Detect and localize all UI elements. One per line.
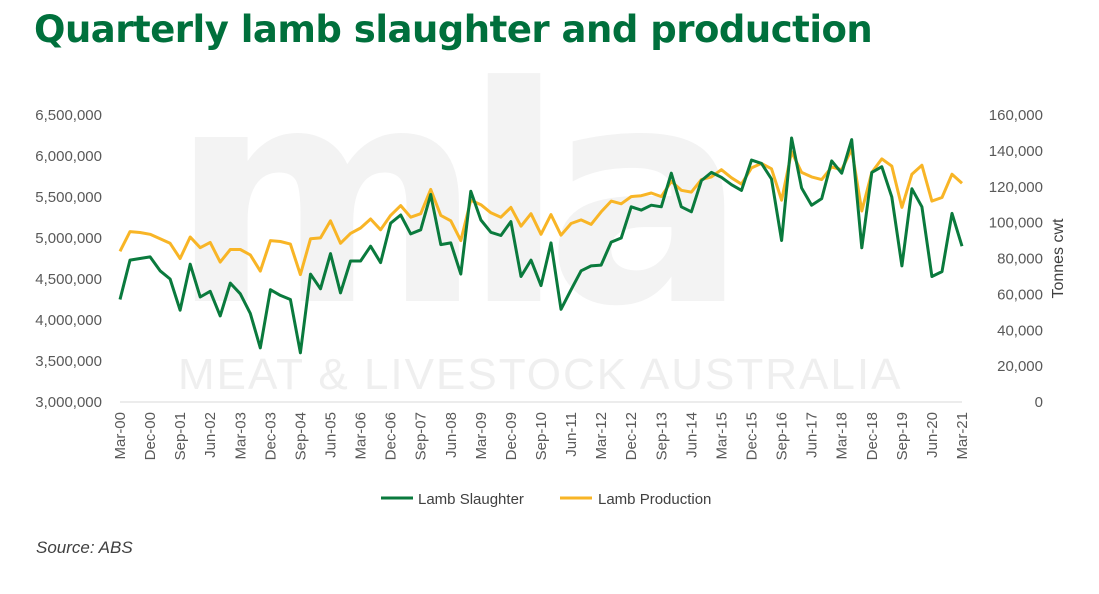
x-tick-label: Jun-14 (683, 412, 700, 458)
y-axis-left-ticks: 3,000,000 3,500,000 4,000,000 4,500,000 5,00… (35, 107, 102, 411)
x-tick-label: Jun-11 (563, 412, 580, 457)
x-tick-label: Dec-00 (142, 412, 159, 460)
y-axis-right-ticks: 0 20,000 40,000 60,000 80,000 100,000 120,000 1… (989, 107, 1043, 411)
x-tick-label: Jun-02 (202, 412, 219, 458)
series-line-lamb-production (118, 147, 964, 277)
y-right-tick-label: 0 (1035, 394, 1043, 411)
y-left-tick-label: 6,500,000 (35, 107, 102, 124)
y-right-tick-label: 60,000 (997, 286, 1043, 303)
x-tick-label: Mar-00 (112, 412, 129, 460)
y-left-tick-label: 5,000,000 (35, 230, 102, 247)
y-axis-right-title: Tonnes cwt (1050, 218, 1067, 299)
y-right-tick-label: 20,000 (997, 358, 1043, 375)
x-tick-label: Dec-09 (503, 412, 520, 460)
x-tick-label: Sep-10 (533, 412, 550, 460)
x-tick-label: Dec-03 (262, 412, 279, 460)
y-right-tick-label: 40,000 (997, 322, 1043, 339)
x-tick-label: Jun-08 (443, 412, 460, 458)
x-tick-label: Dec-15 (744, 412, 761, 460)
x-tick-label: Mar-21 (954, 412, 971, 460)
legend: Lamb Slaughter Lamb Production (381, 491, 711, 508)
x-tick-label: Sep-19 (894, 412, 911, 460)
y-right-tick-label: 100,000 (989, 215, 1043, 232)
y-left-tick-label: 3,500,000 (35, 353, 102, 370)
x-tick-label: Sep-04 (292, 412, 309, 460)
x-tick-label: Mar-18 (834, 412, 851, 460)
legend-label-lamb-production: Lamb Production (598, 491, 711, 508)
y-right-tick-label: 80,000 (997, 251, 1043, 268)
series-line-lamb-slaughter (118, 136, 964, 355)
x-tick-label: Jun-17 (804, 412, 821, 458)
y-left-tick-label: 4,000,000 (35, 312, 102, 329)
mla-watermark-text: MEAT & LIVESTOCK AUSTRALIA (178, 350, 903, 399)
mla-watermark-logo: mla (170, 23, 748, 372)
x-tick-label: Sep-01 (172, 412, 189, 460)
y-right-tick-label: 160,000 (989, 107, 1043, 124)
y-left-tick-label: 3,000,000 (35, 394, 102, 411)
chart-title: Quarterly lamb slaughter and production (34, 8, 873, 51)
x-tick-label: Mar-09 (473, 412, 490, 460)
y-left-tick-label: 6,000,000 (35, 148, 102, 165)
x-tick-label: Jun-20 (924, 412, 941, 458)
y-left-tick-label: 4,500,000 (35, 271, 102, 288)
x-tick-label: Jun-05 (323, 412, 340, 458)
x-tick-label: Dec-06 (383, 412, 400, 460)
x-tick-label: Mar-03 (232, 412, 249, 460)
y-left-tick-label: 5,500,000 (35, 189, 102, 206)
x-axis-ticks: Mar-00 Dec-00 Sep-01 Jun-02 Mar-03 Dec-03 Sep-… (112, 412, 971, 460)
x-tick-label: Sep-16 (774, 412, 791, 460)
y-right-tick-label: 120,000 (989, 179, 1043, 196)
source-note: Source: ABS (36, 538, 133, 557)
x-tick-label: Sep-13 (653, 412, 670, 460)
legend-label-lamb-slaughter: Lamb Slaughter (418, 491, 524, 508)
x-tick-label: Mar-15 (713, 412, 730, 460)
x-tick-label: Dec-18 (864, 412, 881, 460)
x-tick-label: Dec-12 (623, 412, 640, 460)
y-right-tick-label: 140,000 (989, 143, 1043, 160)
x-tick-label: Sep-07 (413, 412, 430, 460)
x-tick-label: Mar-12 (593, 412, 610, 460)
x-tick-label: Mar-06 (353, 412, 370, 460)
